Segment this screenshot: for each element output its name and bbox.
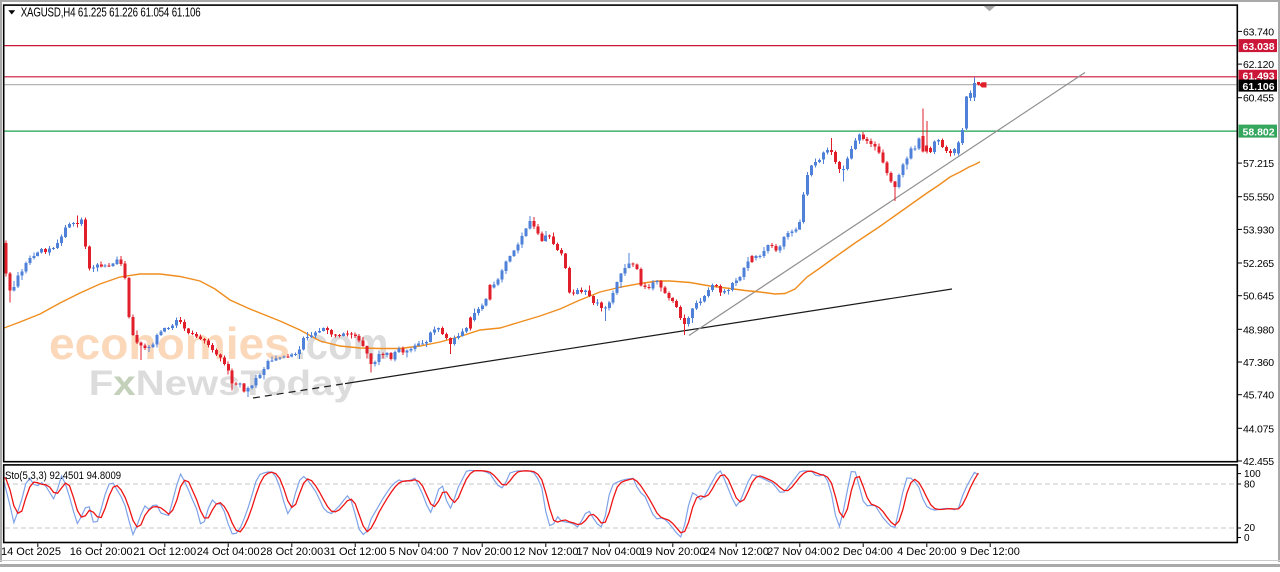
svg-text:4 Dec 20:00: 4 Dec 20:00 — [897, 546, 956, 558]
svg-text:16 Oct 20:00: 16 Oct 20:00 — [70, 546, 133, 558]
svg-text:21 Oct 12:00: 21 Oct 12:00 — [133, 546, 196, 558]
svg-text:0: 0 — [1244, 533, 1250, 544]
svg-text:19 Nov 20:00: 19 Nov 20:00 — [640, 546, 705, 558]
svg-text:XAGUSD,H4 61.225 61.226 61.05: XAGUSD,H4 61.225 61.226 61.054 61.106 — [21, 6, 201, 20]
svg-text:9 Dec 12:00: 9 Dec 12:00 — [961, 546, 1020, 558]
svg-text:48.980: 48.980 — [1243, 324, 1274, 336]
svg-text:12 Nov 12:00: 12 Nov 12:00 — [513, 546, 578, 558]
svg-text:100: 100 — [1244, 469, 1261, 480]
svg-text:20: 20 — [1244, 523, 1256, 534]
svg-text:31 Oct 12:00: 31 Oct 12:00 — [324, 546, 387, 558]
svg-text:27 Nov 04:00: 27 Nov 04:00 — [767, 546, 832, 558]
svg-text:14 Oct 2025: 14 Oct 2025 — [1, 546, 61, 558]
svg-text:61.106: 61.106 — [1243, 81, 1275, 93]
svg-text:50.645: 50.645 — [1243, 291, 1274, 303]
svg-text:7 Nov 20:00: 7 Nov 20:00 — [453, 546, 512, 558]
svg-text:55.550: 55.550 — [1243, 192, 1274, 204]
svg-text:58.802: 58.802 — [1243, 126, 1275, 138]
svg-text:63.740: 63.740 — [1243, 26, 1274, 38]
svg-text:2 Dec 04:00: 2 Dec 04:00 — [834, 546, 893, 558]
svg-text:17 Nov 04:00: 17 Nov 04:00 — [576, 546, 641, 558]
svg-text:53.930: 53.930 — [1243, 224, 1274, 236]
svg-text:63.038: 63.038 — [1243, 41, 1275, 53]
svg-text:80: 80 — [1244, 480, 1256, 491]
svg-text:62.120: 62.120 — [1243, 59, 1274, 71]
svg-text:52.265: 52.265 — [1243, 258, 1274, 270]
svg-text:60.455: 60.455 — [1243, 93, 1274, 105]
svg-text:28 Oct 20:00: 28 Oct 20:00 — [260, 546, 323, 558]
svg-text:economies: economies — [49, 319, 290, 369]
svg-text:42.455: 42.455 — [1243, 456, 1274, 468]
svg-text:61.493: 61.493 — [1243, 70, 1275, 82]
svg-text:24 Oct 04:00: 24 Oct 04:00 — [197, 546, 260, 558]
svg-text:24 Nov 12:00: 24 Nov 12:00 — [703, 546, 768, 558]
svg-text:57.215: 57.215 — [1243, 158, 1274, 170]
svg-text:44.075: 44.075 — [1243, 423, 1274, 435]
svg-text:.com: .com — [295, 319, 389, 368]
svg-text:FxNewsToday: FxNewsToday — [89, 363, 356, 402]
svg-text:5 Nov 04:00: 5 Nov 04:00 — [389, 546, 448, 558]
svg-text:45.740: 45.740 — [1243, 390, 1274, 402]
svg-text:Sto(5,3,3) 92.4501 94.8009: Sto(5,3,3) 92.4501 94.8009 — [5, 470, 121, 482]
svg-text:47.360: 47.360 — [1243, 357, 1274, 369]
